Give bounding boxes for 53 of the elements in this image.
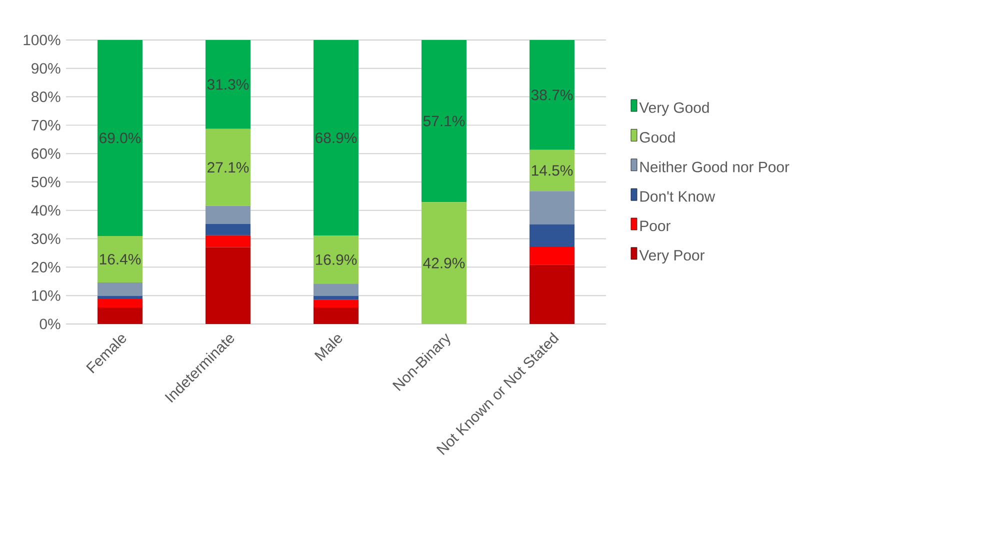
y-tick-label: 70% [32,120,60,130]
bar [530,264,575,324]
data-label: 57.1% [423,116,465,126]
bar [98,282,143,296]
bar [98,298,143,308]
y-tick-label: 0% [40,318,60,330]
bar [530,246,575,265]
data-label: 38.7% [531,90,573,100]
bar [422,202,467,324]
bar [314,300,359,308]
data-label: 69.0% [100,132,141,144]
bar [314,40,359,236]
bar [530,150,575,192]
bar [314,284,359,296]
bar [206,224,251,236]
bar [314,236,359,284]
bar [206,206,251,224]
y-tick-label: 60% [32,148,60,159]
bar [206,128,251,206]
legend-label: Poor [640,220,670,232]
y-tick-label: 20% [32,262,60,272]
legend-label: Very Good [639,102,709,116]
y-tick-label: 80% [32,91,60,102]
data-label: 16.9% [316,254,357,265]
legend-label: Neither Good nor Poor [640,161,790,172]
y-tick-label: 100% [24,34,60,46]
bar [206,247,251,324]
data-label: 14.5% [532,165,573,176]
bar [314,296,359,300]
y-tick-label: 10% [32,290,60,301]
bar [530,191,575,224]
bar [314,308,359,324]
bar [206,40,251,129]
bar [206,235,251,248]
bar [422,40,467,202]
bar [98,296,143,299]
y-tick-label: 40% [31,205,60,216]
bar [98,40,143,236]
data-label: 68.9% [316,132,357,144]
bar [98,308,143,324]
data-label: 27.1% [208,162,249,173]
bar [530,224,575,246]
legend-label: Don't Know [640,191,716,202]
bar [530,40,575,150]
y-tick-label: 50% [32,176,60,188]
bar [98,236,143,283]
legend-label: Very Poor [639,250,705,264]
data-label: 31.3% [207,79,249,90]
y-tick-label: 90% [32,63,60,74]
y-tick-label: 30% [31,233,60,244]
legend-label: Good [640,132,675,143]
data-label: 16.4% [100,254,141,265]
data-label: 42.9% [423,258,465,268]
